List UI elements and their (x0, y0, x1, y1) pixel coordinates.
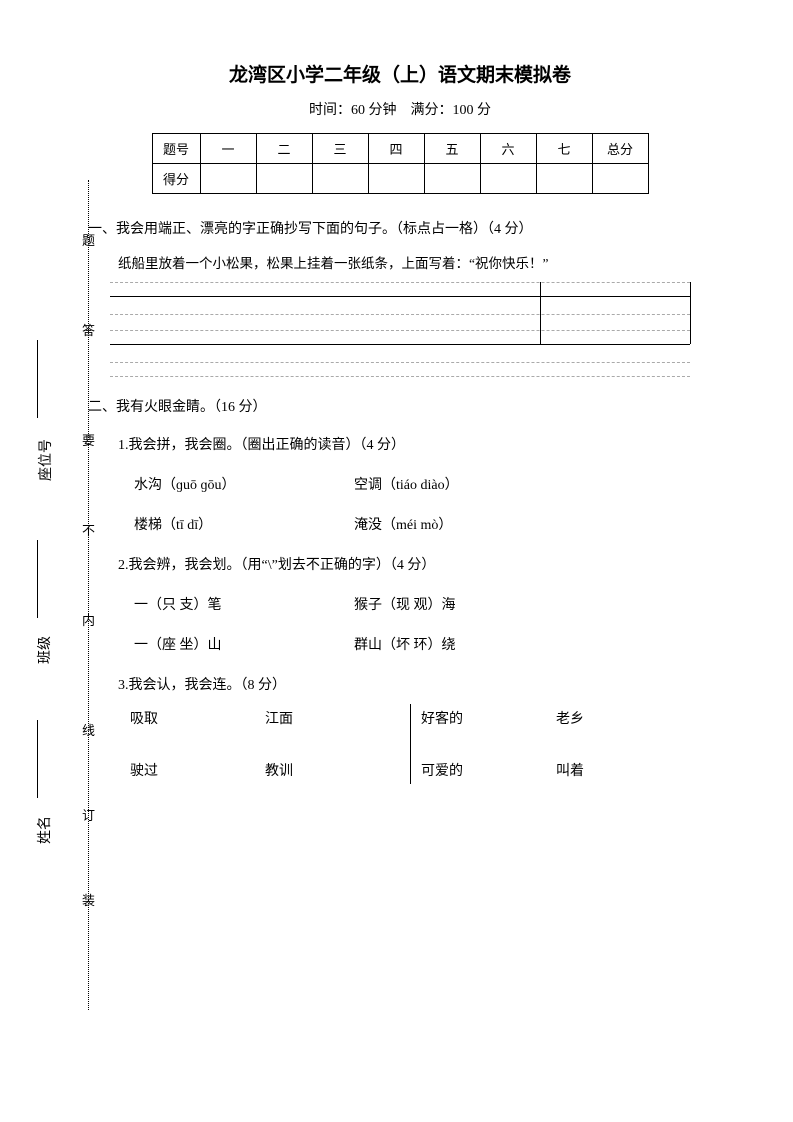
exam-page: 装 订 线 内 不 要 答 题 姓名 班级 座位号 龙湾区小学二年级（上）语文期… (0, 0, 793, 1122)
binding-char: 装 (82, 890, 95, 909)
pinyin-item: 楼梯（tī dī） (134, 514, 354, 534)
side-name-label: 姓名 (34, 816, 54, 844)
match-divider (410, 704, 411, 784)
col-head: 五 (424, 134, 480, 164)
col-head: 三 (312, 134, 368, 164)
side-seat-underline (37, 340, 38, 418)
match-col: 江面 教训 (265, 708, 400, 812)
table-row: 得分 (152, 164, 648, 194)
exam-title: 龙湾区小学二年级（上）语文期末模拟卷 (100, 60, 700, 87)
score-table: 题号 一 二 三 四 五 六 七 总分 得分 (152, 133, 649, 194)
col-head: 二 (256, 134, 312, 164)
char-item: 群山（坏 环）绕 (354, 634, 574, 654)
char-item: 猴子（现 观）海 (354, 594, 574, 614)
q2-s1: 1.我会拼，我会圈。（圈出正确的读音）（4 分） (118, 434, 700, 454)
score-cell[interactable] (256, 164, 312, 194)
binding-char: 线 (82, 720, 95, 739)
row-label: 题号 (152, 134, 200, 164)
match-col: 老乡 叫着 (556, 708, 691, 812)
match-col: 好客的 可爱的 (421, 708, 556, 812)
match-word: 江面 (265, 708, 400, 728)
match-word: 老乡 (556, 708, 691, 728)
match-grid: 吸取 驶过 江面 教训 好客的 可爱的 老乡 叫着 (130, 708, 700, 812)
item-row: 水沟（ɡuō ɡōu） 空调（tiáo diào） (134, 474, 700, 494)
side-class-label: 班级 (34, 636, 54, 664)
table-row: 题号 一 二 三 四 五 六 七 总分 (152, 134, 648, 164)
q1-sentence: 纸船里放着一个小松果，松果上挂着一张纸条，上面写着：“祝你快乐！” (118, 252, 700, 272)
match-word: 教训 (265, 760, 400, 780)
score-cell[interactable] (480, 164, 536, 194)
item-row: 楼梯（tī dī） 淹没（méi mò） (134, 514, 700, 534)
score-cell[interactable] (368, 164, 424, 194)
side-class-underline (37, 540, 38, 618)
binding-char: 内 (82, 610, 95, 629)
binding-char: 答 (82, 320, 95, 339)
time-label: 时间：60 分钟 (309, 103, 397, 118)
q2-heading: 二、我有火眼金睛。（16 分） (88, 396, 700, 416)
q2-s3: 3.我会认，我会连。（8 分） (118, 674, 700, 694)
match-word: 吸取 (130, 708, 265, 728)
content-area: 龙湾区小学二年级（上）语文期末模拟卷 时间：60 分钟 满分：100 分 题号 … (100, 60, 700, 812)
score-cell[interactable] (536, 164, 592, 194)
item-row: 一（只 支）笔 猴子（现 观）海 (134, 594, 700, 614)
side-name-underline (37, 720, 38, 798)
exam-subtitle: 时间：60 分钟 满分：100 分 (100, 99, 700, 119)
side-seat-label: 座位号 (35, 439, 55, 481)
score-cell[interactable] (200, 164, 256, 194)
pinyin-item: 水沟（ɡuō ɡōu） (134, 474, 354, 494)
col-head: 四 (368, 134, 424, 164)
col-head: 六 (480, 134, 536, 164)
match-word: 驶过 (130, 760, 265, 780)
q2-s2: 2.我会辨，我会划。（用“\”划去不正确的字）（4 分） (118, 554, 700, 574)
item-row: 一（座 坐）山 群山（坏 环）绕 (134, 634, 700, 654)
match-word: 好客的 (421, 708, 556, 728)
q1-heading: 一、我会用端正、漂亮的字正确抄写下面的句子。（标点占一格）（4 分） (88, 218, 700, 238)
score-cell[interactable] (592, 164, 648, 194)
fullscore-label: 满分：100 分 (411, 103, 492, 118)
binding-char: 订 (82, 805, 95, 824)
col-head: 七 (536, 134, 592, 164)
char-item: 一（座 坐）山 (134, 634, 354, 654)
score-cell[interactable] (312, 164, 368, 194)
binding-char: 要 (82, 430, 95, 449)
binding-line (88, 180, 89, 1010)
binding-char: 不 (82, 520, 95, 539)
col-head: 一 (200, 134, 256, 164)
writing-grid[interactable] (110, 282, 690, 376)
match-word: 叫着 (556, 760, 691, 780)
match-word: 可爱的 (421, 760, 556, 780)
pinyin-item: 淹没（méi mò） (354, 514, 574, 534)
col-head: 总分 (592, 134, 648, 164)
row-label: 得分 (152, 164, 200, 194)
match-col: 吸取 驶过 (130, 708, 265, 812)
char-item: 一（只 支）笔 (134, 594, 354, 614)
pinyin-item: 空调（tiáo diào） (354, 474, 574, 494)
score-cell[interactable] (424, 164, 480, 194)
